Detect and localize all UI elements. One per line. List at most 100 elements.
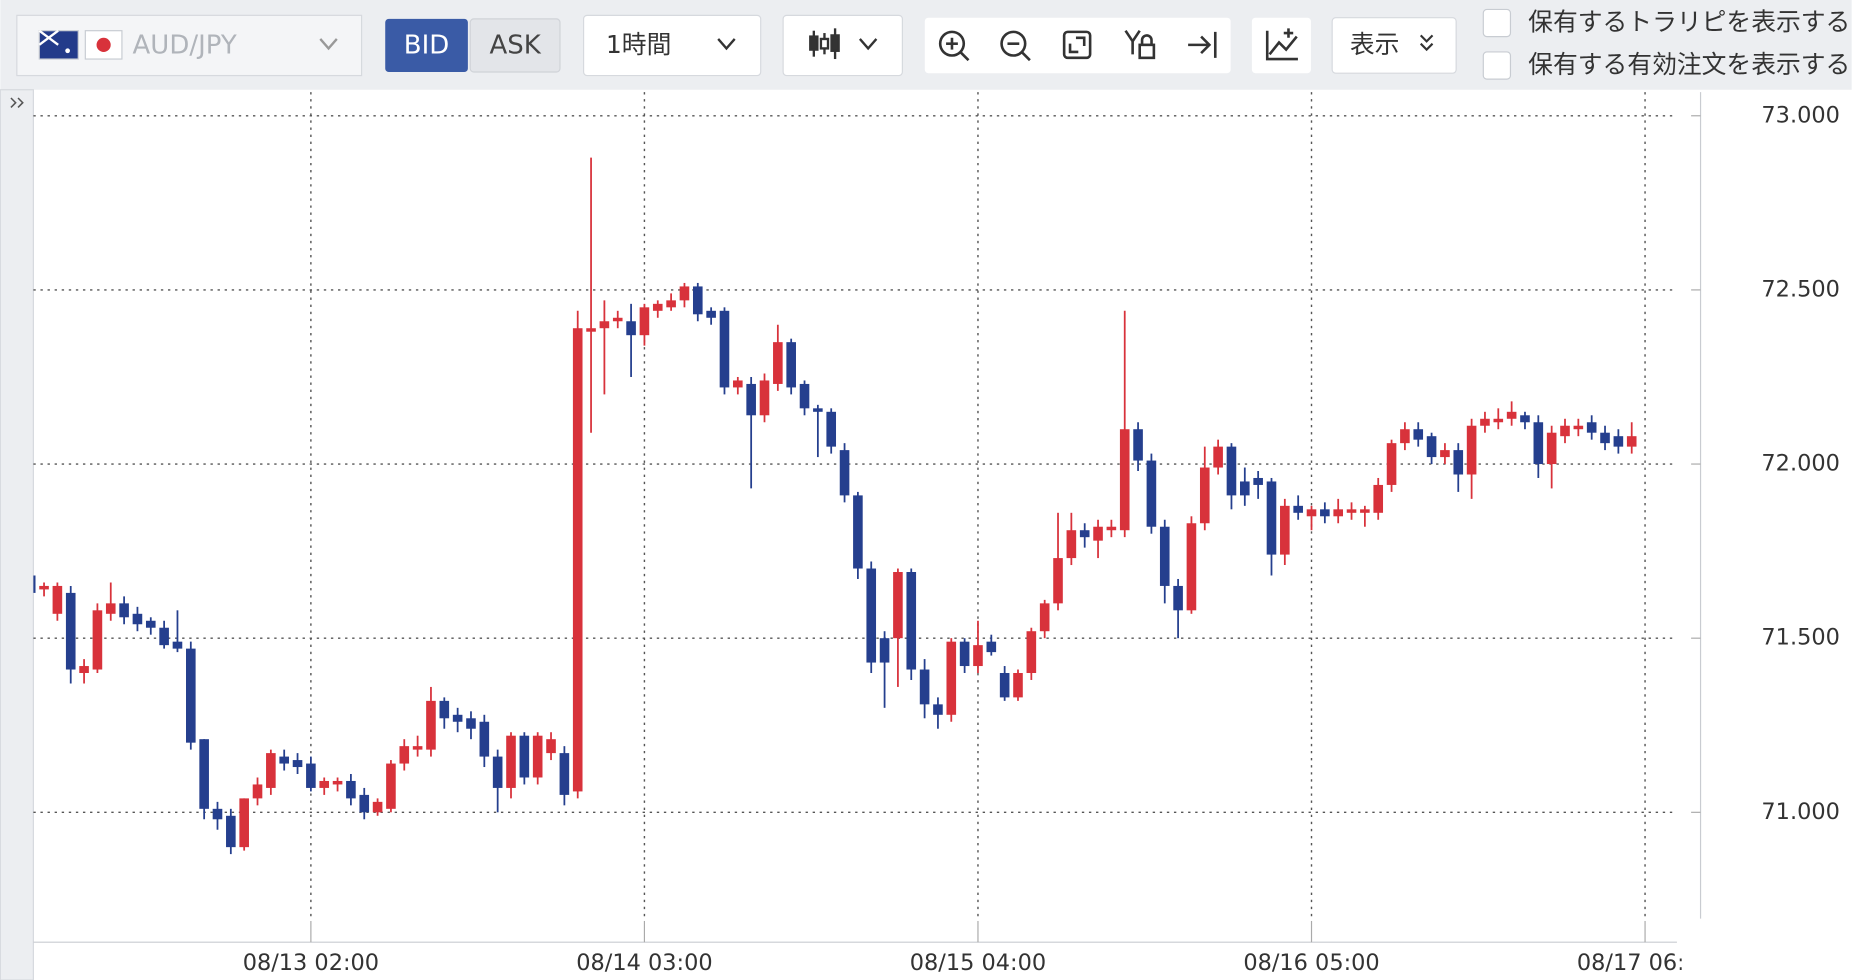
candle-body bbox=[799, 383, 810, 409]
candle-body bbox=[999, 673, 1010, 698]
pair-selector[interactable]: AUD/JPY bbox=[16, 14, 363, 77]
checkbox[interactable] bbox=[1482, 51, 1512, 80]
candle-body bbox=[1186, 523, 1197, 611]
candle-body bbox=[1333, 509, 1343, 517]
x-tick-label: 08/17 06:00 bbox=[1577, 950, 1713, 976]
candle-body bbox=[519, 735, 530, 778]
candle-body bbox=[359, 794, 370, 813]
candle-body bbox=[39, 585, 49, 590]
chevron bbox=[319, 38, 338, 51]
candle-body bbox=[79, 666, 89, 674]
candle-body bbox=[1480, 418, 1490, 426]
candle-icon bbox=[809, 28, 840, 60]
y-tick-label: 72.500 bbox=[1761, 276, 1839, 302]
candle-body bbox=[879, 638, 890, 663]
candle-body bbox=[1600, 432, 1610, 444]
fit[interactable] bbox=[1062, 30, 1092, 60]
ask-button[interactable] bbox=[469, 18, 561, 73]
y-tick-label: 73.000 bbox=[1761, 102, 1839, 128]
checkbox-label: 保有するトラリピを表示する bbox=[1528, 8, 1850, 37]
candle-body bbox=[1199, 467, 1210, 524]
candle-body bbox=[1626, 436, 1637, 447]
candle-body bbox=[412, 746, 423, 750]
candle-body bbox=[1159, 526, 1170, 586]
candle-body bbox=[1106, 526, 1117, 531]
x-tick-label: 08/13 02:00 bbox=[243, 950, 379, 976]
candle-body bbox=[546, 739, 556, 754]
chevron bbox=[717, 38, 736, 51]
candle-body bbox=[559, 753, 570, 795]
candle-body bbox=[1546, 432, 1557, 465]
candle-body bbox=[1146, 460, 1157, 527]
candle-body bbox=[1026, 631, 1037, 674]
candle-body bbox=[65, 592, 76, 670]
interval-label: 1時間 bbox=[606, 30, 671, 59]
candle-body bbox=[839, 450, 850, 496]
candle-body bbox=[759, 380, 770, 416]
candle-body bbox=[1293, 505, 1303, 513]
candle-body bbox=[239, 798, 249, 848]
candle-body bbox=[506, 735, 516, 788]
candle-body bbox=[1079, 530, 1090, 538]
candle-body bbox=[1466, 425, 1477, 475]
checkbox[interactable] bbox=[1482, 8, 1512, 38]
candle-body bbox=[599, 321, 610, 329]
candle-body bbox=[1133, 429, 1143, 461]
indicator[interactable] bbox=[1251, 17, 1311, 74]
zoom-in[interactable] bbox=[938, 30, 970, 62]
candle-body bbox=[332, 780, 343, 785]
candle-body bbox=[906, 572, 917, 670]
candle-body bbox=[1119, 429, 1130, 531]
candle-body bbox=[1586, 422, 1597, 433]
candle-body bbox=[186, 648, 196, 743]
candle-body bbox=[612, 317, 623, 322]
candle-body bbox=[386, 763, 396, 809]
candle-body bbox=[1173, 585, 1183, 611]
candle-body bbox=[866, 568, 877, 663]
display-button[interactable] bbox=[1331, 17, 1457, 74]
bid-button[interactable] bbox=[385, 18, 468, 73]
candle-body bbox=[266, 753, 276, 788]
candle-body bbox=[666, 300, 676, 308]
candle-body bbox=[973, 645, 983, 667]
candle-body bbox=[1560, 425, 1570, 437]
candle-body bbox=[1400, 429, 1410, 444]
candle-body bbox=[1213, 446, 1223, 468]
candle-body bbox=[1453, 450, 1464, 475]
zoom-out[interactable] bbox=[1000, 30, 1031, 62]
candle-body bbox=[33, 575, 36, 593]
candle-body bbox=[439, 700, 450, 719]
candle-body bbox=[145, 620, 156, 628]
x-tick-label: 08/14 03:00 bbox=[576, 950, 712, 976]
candle-body bbox=[1306, 509, 1317, 517]
chart-type-select[interactable] bbox=[782, 14, 903, 77]
y-tick-label: 71.000 bbox=[1761, 799, 1839, 825]
lock-scale[interactable] bbox=[1124, 29, 1156, 60]
candle-body bbox=[626, 321, 636, 336]
candle-body bbox=[1573, 425, 1584, 430]
candle-body bbox=[306, 763, 316, 788]
candle-body bbox=[132, 613, 143, 625]
candle-body bbox=[919, 669, 930, 705]
candle-body bbox=[452, 714, 463, 722]
candle-body bbox=[1053, 558, 1063, 604]
candle-body bbox=[92, 610, 103, 670]
side-panel bbox=[0, 89, 34, 980]
tool-group bbox=[924, 17, 1231, 74]
candle-body bbox=[1266, 481, 1277, 555]
candle-body bbox=[466, 718, 476, 729]
interval-select[interactable] bbox=[583, 14, 762, 77]
candle-body bbox=[399, 746, 410, 764]
double-chevron bbox=[1419, 34, 1434, 52]
candle-body bbox=[1386, 443, 1397, 485]
candle-body bbox=[1533, 422, 1544, 465]
expand-toggle[interactable] bbox=[10, 97, 24, 108]
scroll-end[interactable] bbox=[1188, 31, 1217, 58]
candle-body bbox=[1426, 436, 1437, 458]
candle-body bbox=[733, 380, 743, 388]
candle-body bbox=[172, 641, 183, 649]
candle-body bbox=[212, 808, 223, 820]
y-tick-label: 71.500 bbox=[1761, 625, 1839, 651]
candle-body bbox=[1039, 603, 1050, 632]
candle-body bbox=[959, 641, 970, 667]
